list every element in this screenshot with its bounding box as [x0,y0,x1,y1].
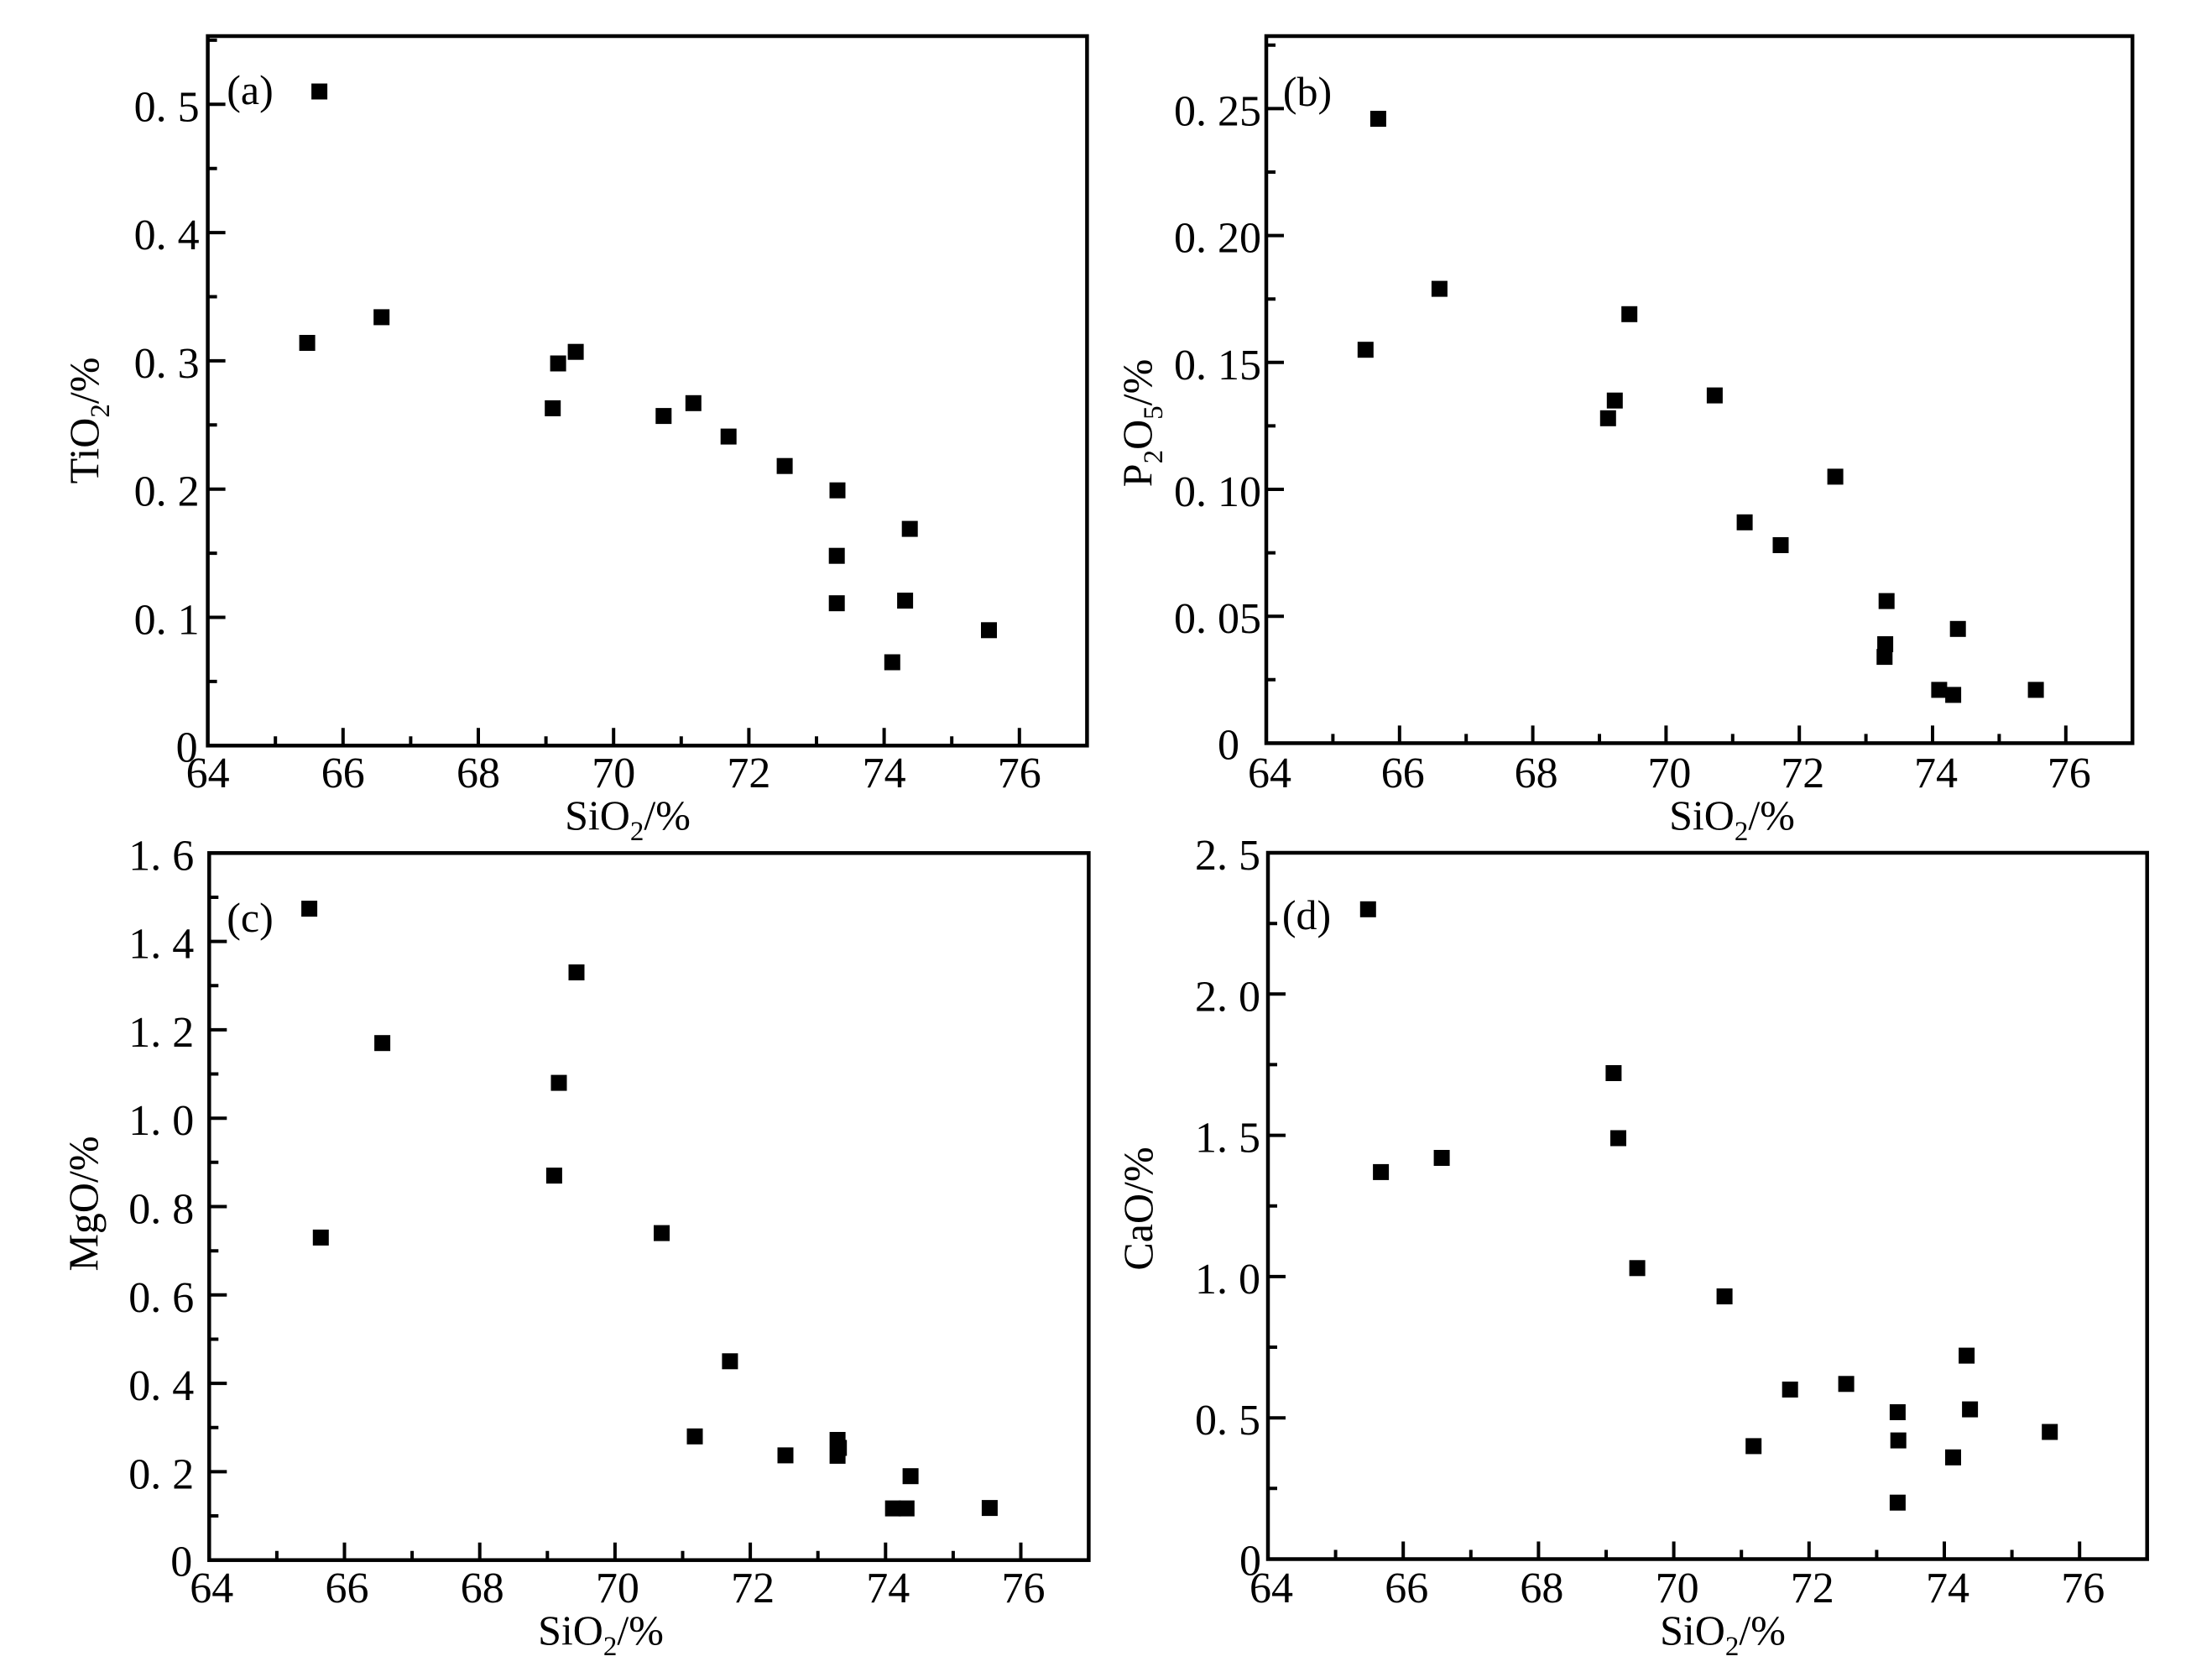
svg-text:0. 4: 0. 4 [128,1362,194,1410]
svg-text:74: 74 [863,750,906,797]
svg-text:0: 0 [170,1539,192,1586]
svg-text:64: 64 [1248,750,1291,797]
svg-text:TiO2/%: TiO2/% [60,358,116,484]
svg-text:(d): (d) [1282,891,1331,938]
svg-text:72: 72 [731,1565,775,1612]
svg-text:72: 72 [727,750,770,797]
svg-text:MgO/%: MgO/% [60,1136,107,1271]
svg-text:2. 5: 2. 5 [1195,832,1260,880]
svg-text:0. 5: 0. 5 [1195,1397,1260,1445]
svg-text:0. 15: 0. 15 [1174,342,1261,389]
svg-text:66: 66 [1385,1565,1428,1612]
svg-text:SiO2/%: SiO2/% [1669,792,1795,847]
svg-text:0. 3: 0. 3 [134,340,200,388]
svg-text:1. 5: 1. 5 [1195,1115,1260,1163]
svg-text:(a): (a) [227,66,274,113]
svg-text:0. 8: 0. 8 [128,1186,194,1234]
svg-text:64: 64 [186,750,230,797]
svg-text:0: 0 [176,724,198,771]
svg-text:76: 76 [1002,1565,1046,1612]
svg-text:0. 05: 0. 05 [1174,595,1261,643]
svg-text:74: 74 [866,1565,910,1612]
svg-text:0: 0 [1218,721,1239,769]
svg-text:(c): (c) [227,894,274,941]
svg-text:(b): (b) [1283,68,1332,115]
svg-text:72: 72 [1791,1565,1834,1612]
svg-text:P2O5/%: P2O5/% [1114,359,1169,487]
svg-text:68: 68 [1515,750,1558,797]
svg-text:CaO/%: CaO/% [1114,1147,1161,1270]
svg-text:68: 68 [461,1565,504,1612]
svg-text:0. 6: 0. 6 [128,1274,194,1322]
svg-text:66: 66 [1381,750,1425,797]
svg-text:0: 0 [1239,1538,1261,1586]
svg-text:76: 76 [2061,1565,2105,1612]
svg-text:70: 70 [596,1565,639,1612]
svg-text:70: 70 [1647,750,1691,797]
svg-text:64: 64 [1249,1565,1293,1612]
svg-text:74: 74 [1926,1565,1969,1612]
svg-text:0. 25: 0. 25 [1174,87,1261,135]
svg-text:68: 68 [1520,1565,1563,1612]
svg-text:72: 72 [1781,750,1824,797]
svg-text:0. 5: 0. 5 [134,83,200,131]
svg-text:1. 2: 1. 2 [128,1009,194,1057]
svg-text:66: 66 [321,750,365,797]
svg-text:70: 70 [1656,1565,1699,1612]
svg-text:64: 64 [190,1565,233,1612]
svg-text:76: 76 [2048,750,2091,797]
svg-text:1. 0: 1. 0 [128,1097,194,1145]
svg-text:SiO2/%: SiO2/% [565,792,691,847]
svg-text:0. 1: 0. 1 [134,597,200,645]
svg-text:SiO2/%: SiO2/% [1660,1607,1786,1662]
svg-text:76: 76 [998,750,1041,797]
svg-text:70: 70 [592,750,635,797]
svg-text:1. 6: 1. 6 [128,832,194,880]
svg-text:0. 10: 0. 10 [1174,468,1261,516]
svg-text:68: 68 [456,750,500,797]
svg-text:1. 4: 1. 4 [128,921,194,969]
svg-text:0. 20: 0. 20 [1174,215,1261,263]
svg-text:66: 66 [326,1565,369,1612]
svg-text:0. 2: 0. 2 [134,468,200,516]
svg-text:2. 0: 2. 0 [1195,973,1260,1021]
svg-text:1. 0: 1. 0 [1195,1256,1260,1304]
svg-text:0. 4: 0. 4 [134,212,200,259]
svg-text:0. 2: 0. 2 [128,1450,194,1498]
svg-text:SiO2/%: SiO2/% [538,1607,664,1662]
svg-text:74: 74 [1914,750,1958,797]
